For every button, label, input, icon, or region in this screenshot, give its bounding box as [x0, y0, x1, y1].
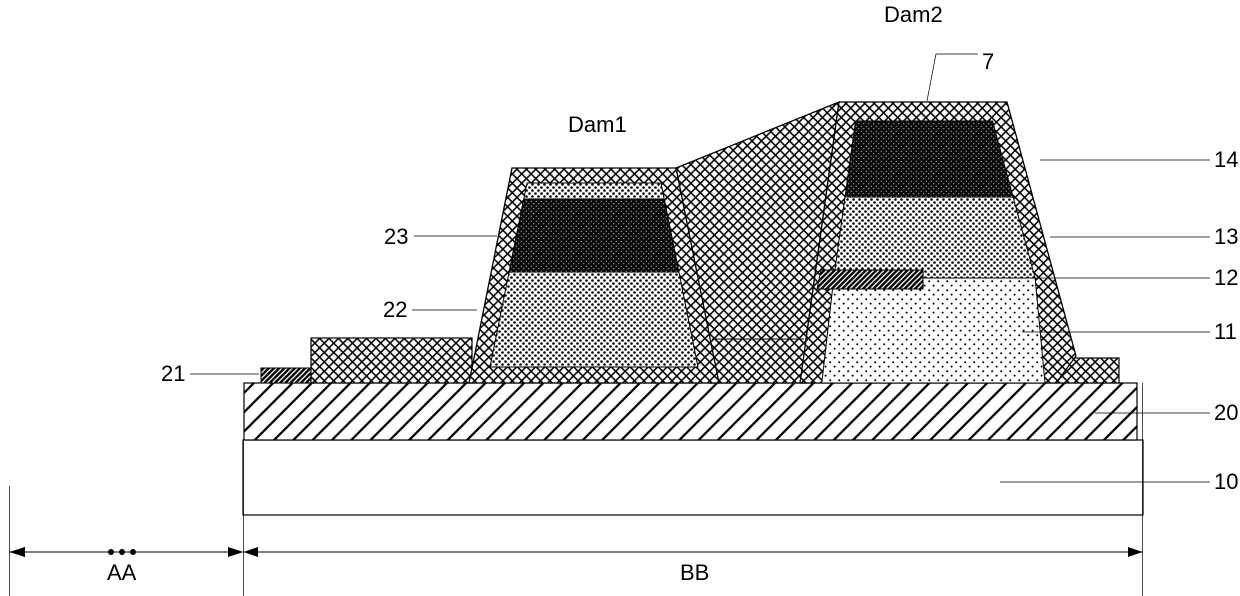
svg-text:12: 12: [1214, 265, 1238, 290]
svg-text:23: 23: [384, 224, 408, 249]
svg-text:AA: AA: [107, 560, 137, 585]
svg-text:20: 20: [1214, 400, 1238, 425]
svg-text:Dam1: Dam1: [568, 112, 627, 137]
svg-text:Dam2: Dam2: [884, 2, 943, 27]
svg-text:13: 13: [1214, 224, 1238, 249]
svg-text:7: 7: [982, 49, 994, 74]
svg-text:22: 22: [383, 297, 407, 322]
svg-text:21: 21: [161, 361, 185, 386]
svg-text:BB: BB: [680, 560, 709, 585]
svg-text:11: 11: [1214, 319, 1237, 344]
svg-text:14: 14: [1214, 147, 1238, 172]
svg-text:10: 10: [1214, 469, 1238, 494]
